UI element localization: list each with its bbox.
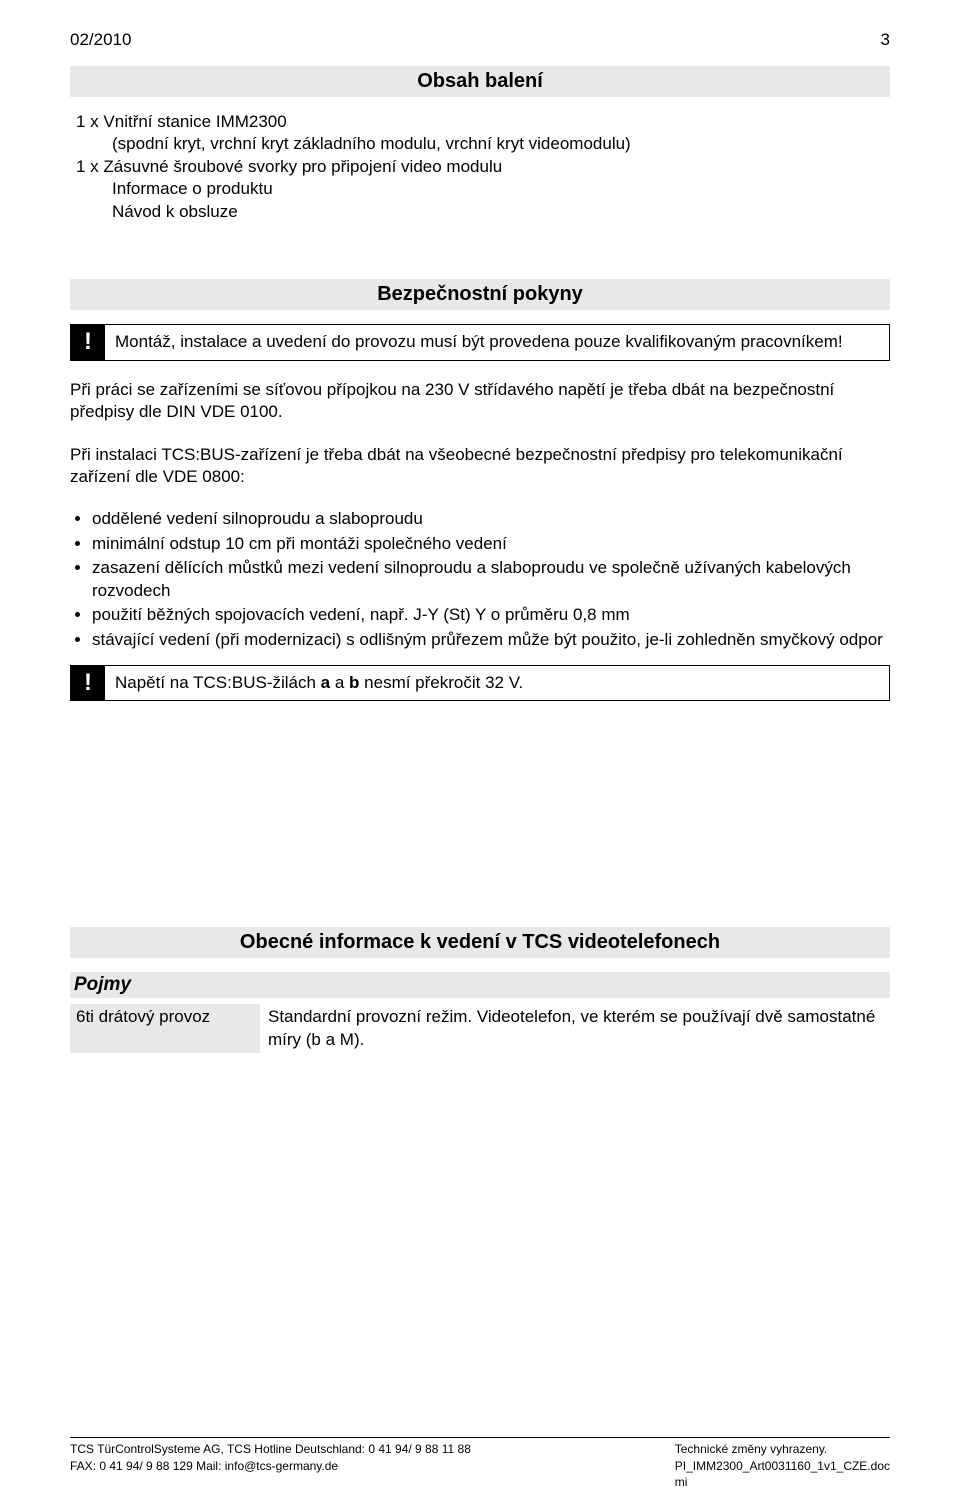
alert-bold: a xyxy=(321,673,330,692)
footer-line: Technické změny vyhrazeny. xyxy=(675,1441,890,1457)
alert-text-part: a xyxy=(330,673,349,692)
section-heading-general-info: Obecné informace k vedení v TCS videotel… xyxy=(70,927,890,958)
footer-line: TCS TürControlSysteme AG, TCS Hotline De… xyxy=(70,1441,471,1457)
alert-box: ! Napětí na TCS:BUS-žilách a a b nesmí p… xyxy=(70,665,890,701)
list-item: stávající vedení (při modernizaci) s odl… xyxy=(92,629,890,651)
alert-text-part: nesmí překročit 32 V. xyxy=(359,673,523,692)
contents-item: 1 x Zásuvné šroubové svorky pro připojen… xyxy=(76,156,890,178)
footer-right: Technické změny vyhrazeny. PI_IMM2300_Ar… xyxy=(675,1441,890,1490)
section-heading-safety: Bezpečnostní pokyny xyxy=(70,279,890,310)
footer-line: FAX: 0 41 94/ 9 88 129 Mail: info@tcs-ge… xyxy=(70,1458,471,1474)
safety-bullet-list: oddělené vedení silnoproudu a slaboproud… xyxy=(70,508,890,651)
term-definition: Standardní provozní režim. Videotelefon,… xyxy=(260,1004,890,1053)
page-header: 02/2010 3 xyxy=(70,30,890,50)
list-item: minimální odstup 10 cm při montáži spole… xyxy=(92,533,890,555)
contents-item-sub: (spodní kryt, vrchní kryt základního mod… xyxy=(76,133,890,155)
term-label: 6ti drátový provoz xyxy=(70,1004,260,1053)
list-item: oddělené vedení silnoproudu a slaboproud… xyxy=(92,508,890,530)
alert-bold: b xyxy=(349,673,359,692)
footer-line: mi xyxy=(675,1474,890,1490)
page-footer: TCS TürControlSysteme AG, TCS Hotline De… xyxy=(70,1437,890,1490)
warning-icon: ! xyxy=(71,666,105,700)
header-date: 02/2010 xyxy=(70,30,131,50)
contents-item: Informace o produktu xyxy=(76,178,890,200)
section-heading-contents: Obsah balení xyxy=(70,66,890,97)
safety-paragraph: Při práci se zařízeními se síťovou přípo… xyxy=(70,379,890,424)
contents-item: 1 x Vnitřní stanice IMM2300 xyxy=(76,111,890,133)
subheading-terms: Pojmy xyxy=(70,972,890,998)
document-page: 02/2010 3 Obsah balení 1 x Vnitřní stani… xyxy=(0,0,960,1512)
footer-left: TCS TürControlSysteme AG, TCS Hotline De… xyxy=(70,1441,471,1490)
header-page-number: 3 xyxy=(881,30,890,50)
term-definition-row: 6ti drátový provoz Standardní provozní r… xyxy=(70,1004,890,1053)
alert-text: Napětí na TCS:BUS-žilách a a b nesmí pře… xyxy=(105,666,533,700)
alert-text: Montáž, instalace a uvedení do provozu m… xyxy=(105,325,853,359)
alert-box: ! Montáž, instalace a uvedení do provozu… xyxy=(70,324,890,360)
contents-item: Návod k obsluze xyxy=(76,201,890,223)
alert-text-part: Napětí na TCS:BUS-žilách xyxy=(115,673,321,692)
package-contents-block: 1 x Vnitřní stanice IMM2300 (spodní kryt… xyxy=(70,111,890,223)
list-item: zasazení dělících můstků mezi vedení sil… xyxy=(92,557,890,602)
safety-paragraph: Při instalaci TCS:BUS-zařízení je třeba … xyxy=(70,444,890,489)
footer-line: PI_IMM2300_Art0031160_1v1_CZE.doc xyxy=(675,1458,890,1474)
list-item: použití běžných spojovacích vedení, např… xyxy=(92,604,890,626)
warning-icon: ! xyxy=(71,325,105,359)
